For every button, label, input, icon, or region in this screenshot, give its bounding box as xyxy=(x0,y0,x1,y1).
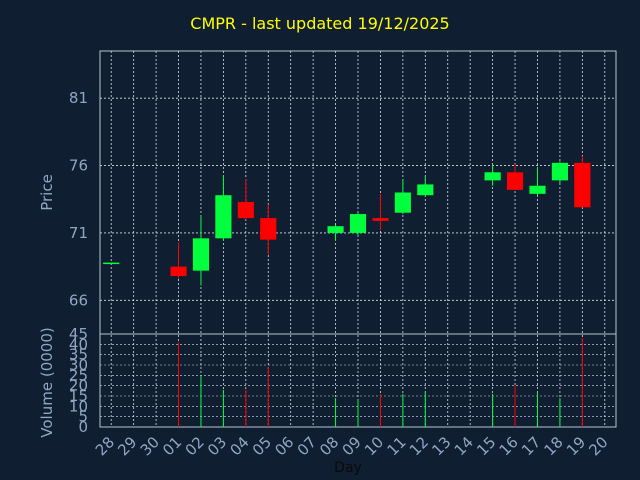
volume-tick-label: 40 xyxy=(69,335,88,353)
price-tick-label: 71 xyxy=(69,224,88,242)
volume-tick-label: 30 xyxy=(69,356,88,374)
candle-body xyxy=(506,172,524,190)
candle-body xyxy=(574,162,591,208)
chart-title: CMPR - last updated 19/12/2025 xyxy=(190,14,450,33)
x-tick-label: 20 xyxy=(585,433,611,459)
candle-body xyxy=(237,201,254,219)
volume-tick-label: 20 xyxy=(69,377,88,395)
candle-body xyxy=(170,266,187,277)
volume-tick-label: 0 xyxy=(78,418,88,436)
candle-body xyxy=(551,162,568,181)
candle-body xyxy=(417,184,434,196)
volume-tick-label: 25 xyxy=(69,366,88,384)
price-axis-label: Price xyxy=(38,174,56,211)
candle-body xyxy=(215,195,232,239)
price-tick-label: 66 xyxy=(69,291,88,309)
candle-body xyxy=(327,226,344,233)
candle-body xyxy=(260,218,277,240)
candle-body xyxy=(349,214,367,233)
x-axis-label: Day xyxy=(334,460,362,476)
candle-body xyxy=(529,185,546,194)
volume-tick-label: 45 xyxy=(69,325,88,343)
candle-body xyxy=(394,192,411,213)
price-tick-label: 81 xyxy=(69,89,88,107)
volume-axis-label: Volume (0000) xyxy=(38,327,56,437)
candle-body xyxy=(484,172,501,181)
volume-tick-label: 15 xyxy=(69,387,88,405)
volume-tick-label: 10 xyxy=(69,397,88,415)
candle-body xyxy=(192,238,210,271)
volume-tick-label: 5 xyxy=(78,408,88,426)
candle-body xyxy=(103,262,120,265)
candle-body xyxy=(372,218,389,221)
price-tick-label: 76 xyxy=(69,157,88,175)
volume-tick-label: 35 xyxy=(69,346,88,364)
